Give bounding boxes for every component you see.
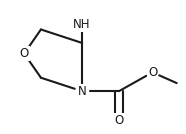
Text: N: N	[77, 85, 86, 98]
Text: NH: NH	[73, 18, 91, 31]
Text: O: O	[20, 47, 29, 60]
Text: O: O	[148, 66, 157, 79]
Text: O: O	[114, 114, 124, 127]
